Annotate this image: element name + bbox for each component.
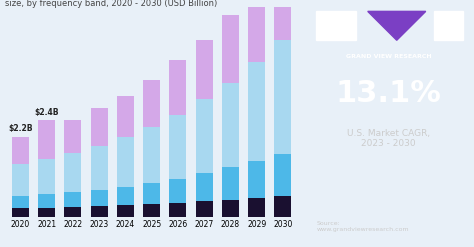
Text: $2.4B: $2.4B xyxy=(35,108,59,117)
Bar xyxy=(38,159,55,194)
Bar xyxy=(64,192,82,207)
Bar xyxy=(248,198,265,217)
Bar xyxy=(91,206,108,217)
Bar xyxy=(222,167,239,200)
Bar xyxy=(196,100,213,173)
Bar xyxy=(169,179,186,203)
Bar xyxy=(64,121,82,153)
Polygon shape xyxy=(368,11,426,40)
Text: U.S. Market CAGR,
2023 - 2030: U.S. Market CAGR, 2023 - 2030 xyxy=(347,129,430,148)
Bar xyxy=(143,80,160,127)
Bar xyxy=(117,187,134,205)
Bar xyxy=(169,115,186,179)
Bar xyxy=(38,208,55,217)
Bar xyxy=(434,11,463,40)
Bar xyxy=(143,183,160,204)
Bar xyxy=(274,154,292,196)
Bar xyxy=(91,190,108,206)
Bar xyxy=(196,40,213,100)
Bar xyxy=(169,203,186,217)
Bar xyxy=(38,121,55,159)
Bar xyxy=(222,82,239,167)
Bar xyxy=(274,0,292,40)
Text: 13.1%: 13.1% xyxy=(336,79,442,108)
Bar xyxy=(12,137,29,164)
Bar xyxy=(143,204,160,217)
Bar xyxy=(91,146,108,190)
Bar xyxy=(169,60,186,115)
Bar xyxy=(196,173,213,201)
Bar xyxy=(274,40,292,154)
Bar xyxy=(248,161,265,198)
Bar xyxy=(143,127,160,183)
Text: size, by frequency band, 2020 - 2030 (USD Billion): size, by frequency band, 2020 - 2030 (US… xyxy=(5,0,217,8)
Bar xyxy=(274,196,292,217)
Bar xyxy=(12,208,29,217)
Text: Source:
www.grandviewresearch.com: Source: www.grandviewresearch.com xyxy=(317,221,410,232)
Text: $2.2B: $2.2B xyxy=(8,124,33,133)
Bar xyxy=(222,200,239,217)
Bar xyxy=(222,16,239,82)
Bar xyxy=(12,164,29,196)
Bar xyxy=(196,201,213,217)
Bar xyxy=(248,0,265,62)
Bar xyxy=(117,205,134,217)
Bar xyxy=(117,96,134,137)
Bar xyxy=(64,153,82,192)
Bar xyxy=(316,11,356,40)
Text: GRAND VIEW RESEARCH: GRAND VIEW RESEARCH xyxy=(346,54,431,59)
Bar xyxy=(64,207,82,217)
Bar xyxy=(117,137,134,187)
Bar xyxy=(38,194,55,208)
Bar xyxy=(12,196,29,208)
Bar xyxy=(248,62,265,161)
Legend: L-band, C-band, K-band, X-band: L-band, C-band, K-band, X-band xyxy=(64,245,239,247)
Bar xyxy=(91,108,108,146)
